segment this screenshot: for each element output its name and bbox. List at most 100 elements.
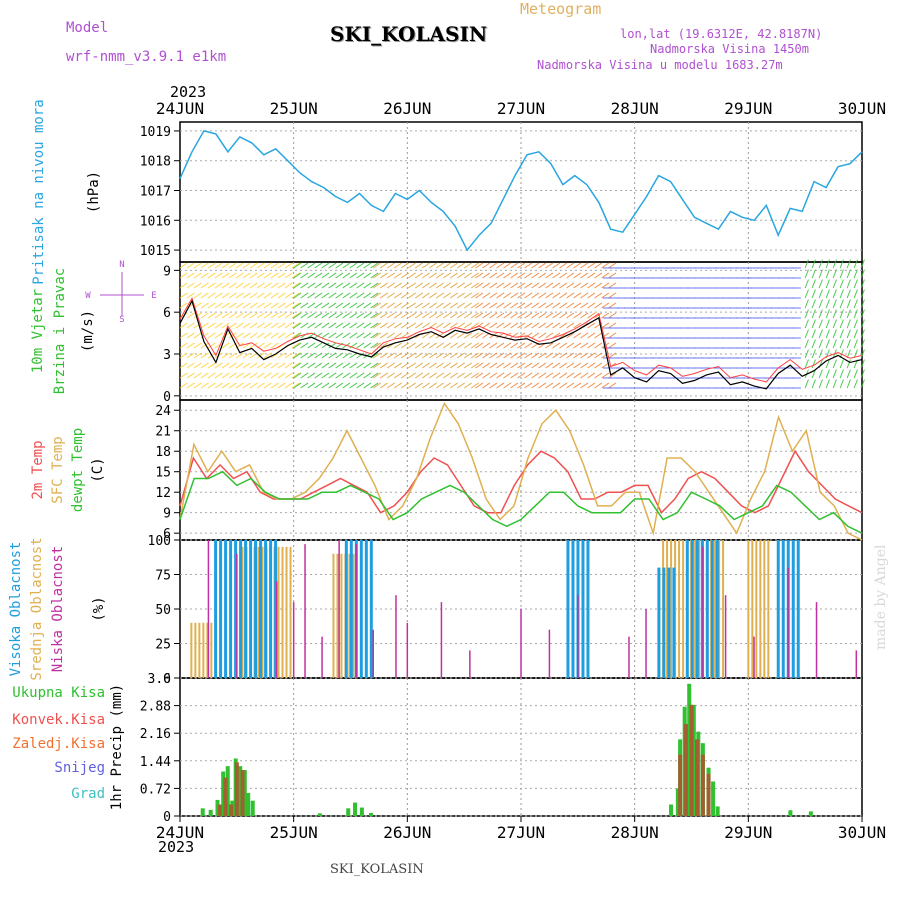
wind-barb xyxy=(335,342,344,349)
wind-barb xyxy=(580,272,589,279)
wind-barb xyxy=(503,382,512,389)
wind-barb xyxy=(207,262,216,269)
wind-barb xyxy=(263,382,272,389)
wind-barb xyxy=(475,342,484,349)
wind-barb xyxy=(314,312,323,319)
wind-barb xyxy=(531,312,540,319)
wind-barb xyxy=(421,352,430,359)
wind-barb xyxy=(825,279,830,289)
xtick-label-bottom: 25JUN xyxy=(270,823,318,842)
wind-barb xyxy=(363,322,372,329)
wind-barb xyxy=(349,282,358,289)
wind-barb xyxy=(421,372,430,379)
wind-barb xyxy=(179,282,188,289)
wind-barb xyxy=(442,352,451,359)
wind-barb xyxy=(284,292,293,299)
wind-barb xyxy=(538,272,547,279)
wind-barb xyxy=(256,302,265,309)
wind-barb xyxy=(463,262,472,269)
wind-barb xyxy=(559,262,568,269)
wind-barb xyxy=(846,309,851,319)
wind-barb xyxy=(193,342,202,349)
wind-barb xyxy=(414,382,423,389)
wind-barb xyxy=(545,352,554,359)
wind-barb xyxy=(489,312,498,319)
wind-barb xyxy=(270,282,279,289)
wind-barb xyxy=(449,382,458,389)
wind-barb xyxy=(284,322,293,329)
wind-barb xyxy=(482,262,491,269)
ylabel-pressure: Pritisak na nivou mora xyxy=(31,99,47,284)
precip-bar xyxy=(691,704,696,816)
wind-barb xyxy=(846,329,851,339)
wind-barb xyxy=(256,322,265,329)
wind-barb xyxy=(545,342,554,349)
ytick-label: 1019 xyxy=(140,125,171,140)
wind-barb xyxy=(235,302,244,309)
wind-barb xyxy=(356,342,365,349)
wind-barb xyxy=(400,342,409,349)
wind-barb xyxy=(804,299,809,309)
wind-barb xyxy=(449,262,458,269)
wind-barb xyxy=(456,262,465,269)
ylabel-dewpt-temp: dewpt Temp xyxy=(70,428,86,512)
wind-barb xyxy=(228,272,237,279)
wind-barb xyxy=(270,272,279,279)
wind-barb xyxy=(825,319,830,329)
wind-barb xyxy=(463,272,472,279)
wind-barb xyxy=(221,382,230,389)
wind-barb xyxy=(221,352,230,359)
wind-barb xyxy=(573,362,582,369)
wind-barb xyxy=(256,382,265,389)
wind-barb xyxy=(200,342,209,349)
wind-barb xyxy=(314,332,323,339)
ytick-label: 2.16 xyxy=(140,727,171,742)
wind-barb xyxy=(291,332,300,339)
wind-barb xyxy=(379,302,388,309)
wind-barb xyxy=(349,382,358,389)
wind-barb xyxy=(314,372,323,379)
wind-barb xyxy=(524,332,533,339)
wind-barb xyxy=(818,349,823,359)
wind-barb xyxy=(482,292,491,299)
precip-bar xyxy=(250,800,255,816)
wind-barb xyxy=(853,329,858,339)
wind-barb xyxy=(193,262,202,269)
wind-barb xyxy=(207,272,216,279)
wind-barb xyxy=(193,362,202,369)
wind-barb xyxy=(559,342,568,349)
wind-barb xyxy=(489,262,498,269)
wind-barb xyxy=(608,302,617,309)
wind-barb xyxy=(594,292,603,299)
wind-barb xyxy=(414,322,423,329)
ytick-label: 15 xyxy=(155,466,171,481)
precip-bar xyxy=(225,766,230,816)
wind-barb xyxy=(179,342,188,349)
wind-barb xyxy=(314,292,323,299)
wind-barb xyxy=(573,262,582,269)
wind-barb xyxy=(559,322,568,329)
xtick-label-bottom: 27JUN xyxy=(497,823,545,842)
wind-barb xyxy=(804,319,809,329)
wind-barb xyxy=(559,332,568,339)
wind-barb xyxy=(321,292,330,299)
high-cloud-bar xyxy=(214,540,218,678)
wind-barb xyxy=(538,362,547,369)
wind-barb xyxy=(428,282,437,289)
wind-barb xyxy=(496,292,505,299)
wind-barb xyxy=(449,322,458,329)
wind-barb xyxy=(314,272,323,279)
wind-gust-line xyxy=(179,296,863,383)
wind-barb xyxy=(839,269,844,279)
wind-barb xyxy=(545,292,554,299)
wind-barb xyxy=(400,372,409,379)
wind-barb xyxy=(370,342,379,349)
wind-barb xyxy=(559,282,568,289)
wind-barb xyxy=(372,292,381,299)
wind-barb xyxy=(482,312,491,319)
wind-barb xyxy=(277,322,286,329)
wind-barb xyxy=(300,312,309,319)
wind-barb xyxy=(235,372,244,379)
wind-barb xyxy=(293,292,302,299)
wind-barb xyxy=(186,292,195,299)
